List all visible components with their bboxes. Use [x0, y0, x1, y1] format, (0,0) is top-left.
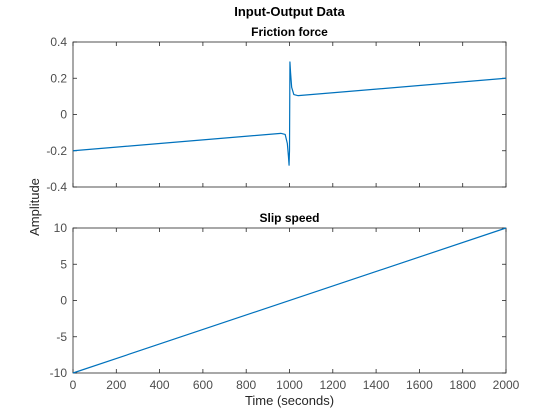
figure-title: Input-Output Data	[234, 4, 345, 19]
x-tick-label: 600	[193, 378, 213, 392]
x-tick-label: 400	[150, 378, 170, 392]
y-tick-label: 5	[60, 257, 67, 271]
y-tick-label: -10	[50, 366, 68, 380]
x-tick-label: 1400	[363, 378, 390, 392]
x-tick-label: 0	[70, 378, 77, 392]
y-tick-label: 10	[54, 221, 68, 235]
y-tick-label: 0.2	[50, 71, 67, 85]
y-tick-label: 0.4	[50, 35, 67, 49]
axes-1: Friction force -0.4 -0.2 0 0.2 0.4	[46, 25, 507, 194]
x-tick-label: 1600	[406, 378, 433, 392]
y-tick-label: -0.2	[46, 144, 67, 158]
x-tick-label: 200	[106, 378, 126, 392]
x-tick-label: 1200	[319, 378, 346, 392]
subplot-title: Friction force	[251, 25, 328, 39]
subplot-title: Slip speed	[259, 211, 319, 225]
x-axis-label: Time (seconds)	[245, 393, 334, 408]
plots-container: Friction force -0.4 -0.2 0 0.2 0.4 Slip speed -…	[46, 25, 519, 392]
y-tick-label: 0	[60, 108, 67, 122]
x-tick-label: 800	[236, 378, 256, 392]
y-tick-label: -0.4	[46, 180, 67, 194]
y-tick-label: 0	[60, 294, 67, 308]
axes-2: Slip speed -10 -5 0 5 10 0 200 400 600 800 1000 1200…	[50, 211, 520, 392]
x-tick-label: 2000	[493, 378, 520, 392]
series-line	[72, 61, 507, 166]
y-tick-label: -5	[56, 330, 67, 344]
x-tick-label: 1000	[276, 378, 303, 392]
series-line	[72, 227, 507, 374]
y-axis-label: Amplitude	[27, 178, 42, 236]
x-tick-label: 1800	[449, 378, 476, 392]
